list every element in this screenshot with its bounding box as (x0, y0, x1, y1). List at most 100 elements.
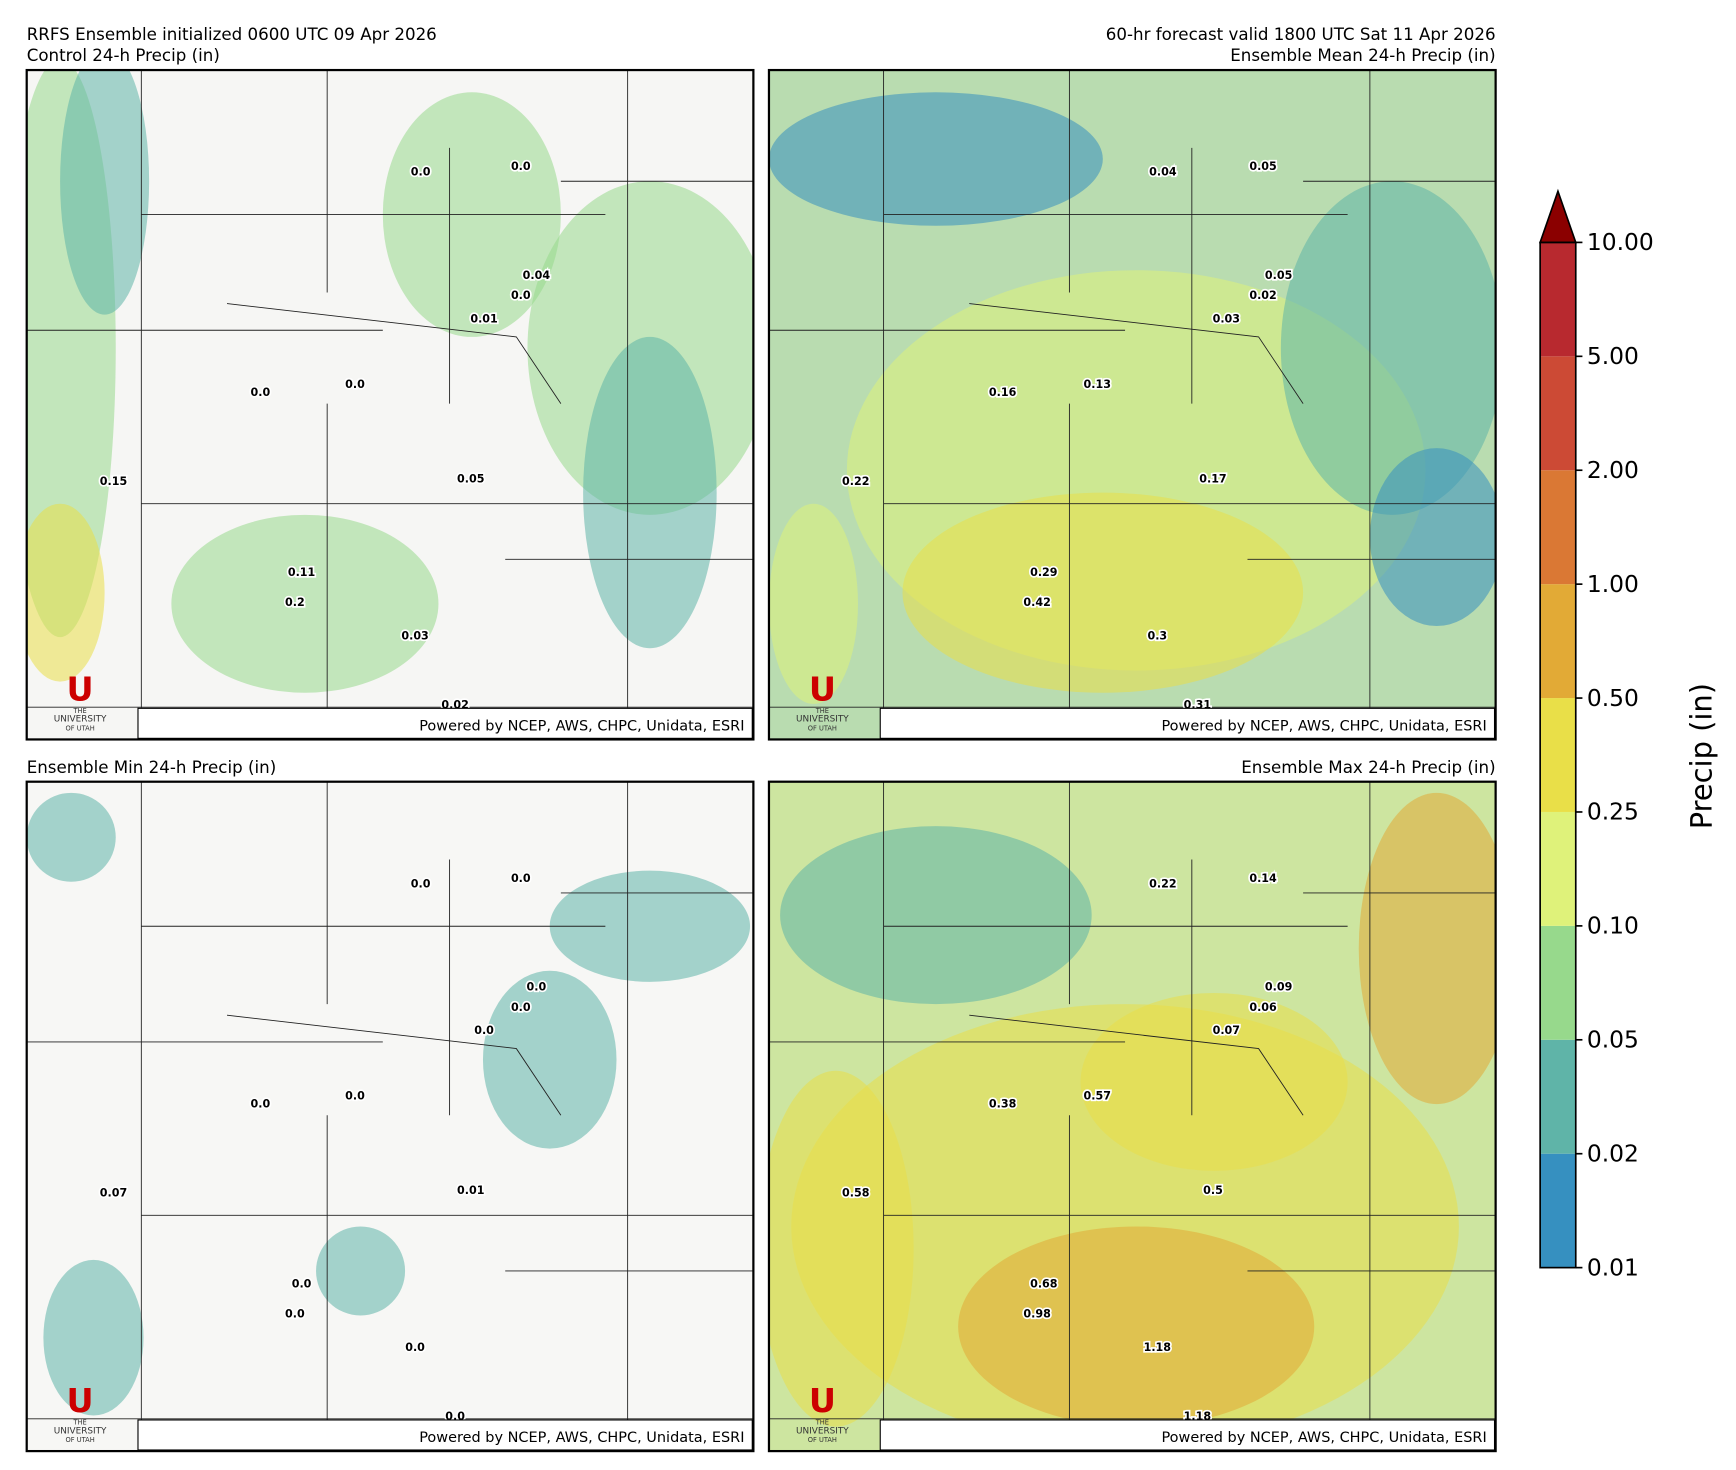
station-value: 0.14 (1249, 872, 1277, 885)
logo-text: UNIVERSITY (54, 715, 107, 725)
logo-u: U (67, 1381, 94, 1420)
colorbar-segment (1540, 811, 1576, 926)
boundary (226, 1014, 562, 1116)
precip-area (768, 503, 858, 704)
precip-area (780, 826, 1092, 1005)
panel-title: Control 24-h Precip (in) (27, 46, 220, 65)
boundary (969, 303, 1304, 404)
station-value: 0.0 (345, 378, 365, 391)
map-panel (26, 70, 754, 740)
panel-title: Ensemble Min 24-h Precip (in) (27, 758, 277, 777)
station-value: 0.09 (1265, 981, 1293, 994)
map-panel (768, 70, 1496, 740)
credit-box (137, 707, 753, 739)
station-value: 0.03 (1213, 312, 1240, 325)
colorbar-segment (1540, 1153, 1576, 1268)
station-value: 0.0 (251, 386, 271, 399)
precip-area (60, 70, 150, 315)
logo-text: THE (72, 707, 86, 715)
station-value: 0.0 (511, 289, 531, 302)
credit-box (879, 1419, 1496, 1451)
station-value: 0.38 (989, 1098, 1017, 1111)
station-value: 0.0 (292, 1278, 312, 1291)
station-value: 0.0 (527, 981, 547, 994)
precip-area (1369, 448, 1496, 627)
colorbar-tick-label: 0.01 (1587, 1253, 1639, 1281)
station-value: 0.02 (1249, 289, 1276, 302)
station-value: 0.58 (842, 1186, 870, 1199)
station-value: 0.06 (1249, 1001, 1277, 1014)
station-value: 0.22 (1149, 877, 1176, 890)
station-value: 0.03 (401, 629, 428, 642)
station-value: 0.16 (989, 386, 1017, 399)
precip-area (768, 1070, 914, 1427)
station-value: 0.68 (1030, 1278, 1058, 1291)
colorbar-label: Precip (in) (1685, 683, 1719, 829)
station-value: 0.57 (1084, 1090, 1111, 1103)
colorbar-tick-label: 1.00 (1587, 570, 1639, 598)
colorbar-tick-label: 0.25 (1587, 798, 1639, 826)
precip-area (583, 336, 717, 649)
station-value: 0.0 (251, 1098, 271, 1111)
panel-frame (25, 780, 755, 1453)
station-value: 0.05 (1265, 269, 1292, 282)
station-value: 0.29 (1030, 566, 1058, 579)
station-value: 0.0 (405, 1341, 425, 1354)
credit: Powered by NCEP, AWS, CHPC, Unidata, ESR… (419, 1430, 744, 1446)
station-value: 0.0 (285, 1308, 305, 1321)
station-value: 0.15 (100, 475, 127, 488)
precip-area (171, 514, 439, 693)
colorbar-frame (1539, 241, 1577, 1269)
station-value: 0.13 (1084, 378, 1111, 391)
colorbar-tick-label: 0.02 (1587, 1140, 1639, 1168)
station-value: 0.04 (1149, 166, 1177, 179)
station-value: 0.01 (470, 312, 497, 325)
station-value: 0.0 (411, 166, 431, 179)
boundary (969, 1014, 1304, 1116)
map-panel (768, 781, 1496, 1452)
logo-text: OF UTAH (808, 1436, 837, 1444)
colorbar-segment (1540, 242, 1576, 357)
logo-text: THE (815, 707, 829, 715)
colorbar-tick-label: 0.05 (1587, 1026, 1639, 1054)
precip-area (958, 1226, 1315, 1427)
precip-area (482, 970, 617, 1149)
logo-text: OF UTAH (66, 725, 95, 733)
precip-area (549, 870, 751, 982)
panel-title: Ensemble Max 24-h Precip (in) (1241, 758, 1495, 777)
precip-area (26, 503, 105, 682)
station-value: 0.0 (474, 1024, 494, 1037)
credit: Powered by NCEP, AWS, CHPC, Unidata, ESR… (1161, 1430, 1486, 1446)
station-value: 0.05 (457, 473, 484, 486)
precip-area (316, 1226, 406, 1316)
logo-text: UNIVERSITY (796, 1426, 849, 1436)
colorbar-tick-label: 2.00 (1587, 456, 1639, 484)
logo-text: THE (815, 1418, 829, 1426)
colorbar-segment (1540, 698, 1576, 812)
panel-frame (767, 780, 1497, 1453)
colorbar-segment (1540, 356, 1576, 471)
logo-text: OF UTAH (808, 725, 837, 733)
colorbar-tick-label: 5.00 (1587, 342, 1639, 370)
panel-frame (767, 68, 1497, 741)
panel-title: Ensemble Mean 24-h Precip (in) (1230, 46, 1495, 65)
station-value: 0.17 (1199, 473, 1226, 486)
colorbar-tick-label: 0.10 (1587, 912, 1639, 940)
credit: Powered by NCEP, AWS, CHPC, Unidata, ESR… (419, 719, 744, 735)
precip-area (1080, 992, 1348, 1171)
precip-area (1358, 792, 1496, 1105)
boundary (226, 303, 562, 404)
map-panel (26, 781, 754, 1452)
colorbar-segment (1540, 584, 1576, 699)
station-value: 0.3 (1147, 629, 1167, 642)
precip-area (902, 492, 1304, 693)
precip-area (1280, 181, 1496, 515)
precip-area (26, 792, 116, 882)
logo-u: U (809, 1381, 836, 1420)
credit-box (137, 1419, 753, 1451)
panel-frame (25, 68, 755, 741)
colorbar-segment (1540, 925, 1576, 1040)
credit: Powered by NCEP, AWS, CHPC, Unidata, ESR… (1161, 719, 1486, 735)
